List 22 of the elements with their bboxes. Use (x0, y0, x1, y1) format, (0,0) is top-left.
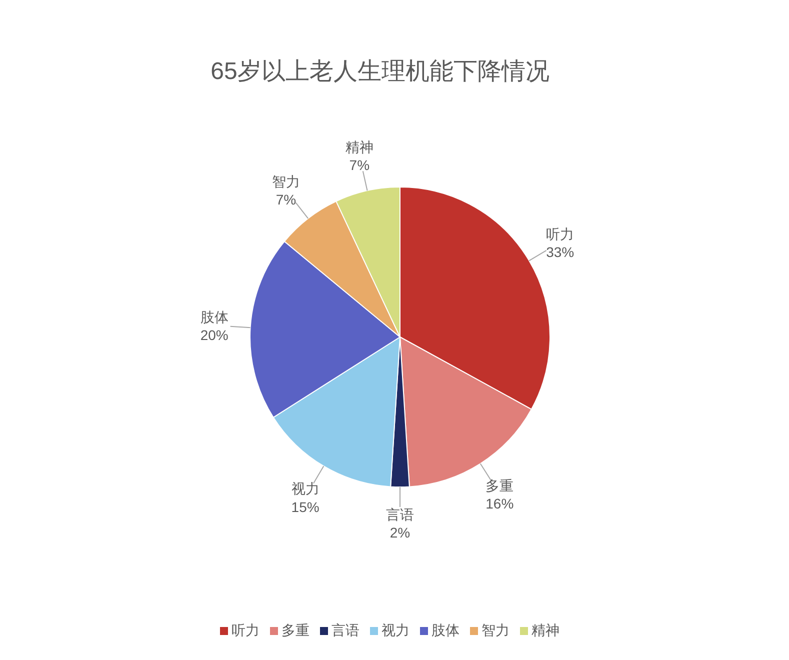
chart-title: 65岁以上老人生理机能下降情况 (210, 57, 550, 87)
legend-label: 言语 (332, 622, 360, 638)
data-label: 16% (486, 496, 514, 512)
data-label: 7% (276, 192, 296, 208)
slice-label: 多重 (486, 478, 514, 494)
slice-label: 视力 (291, 480, 320, 497)
data-label: 20% (200, 327, 228, 344)
legend-label: 听力 (232, 622, 260, 638)
data-label: 15% (291, 498, 320, 515)
slice-label: 智力 (272, 174, 300, 190)
data-label: 7% (349, 157, 370, 174)
legend-label: 肢体 (432, 622, 460, 638)
data-label: 33% (546, 244, 574, 260)
legend-label: 智力 (482, 622, 510, 638)
legend-label: 视力 (382, 622, 410, 638)
slice-label: 肢体 (200, 308, 228, 325)
slice-label: 精神 (345, 138, 374, 155)
slice-label: 言语 (386, 506, 414, 522)
legend-label: 多重 (282, 622, 310, 638)
slice-label: 听力 (546, 226, 574, 242)
data-label: 2% (390, 524, 410, 541)
legend-label: 精神 (532, 622, 560, 638)
